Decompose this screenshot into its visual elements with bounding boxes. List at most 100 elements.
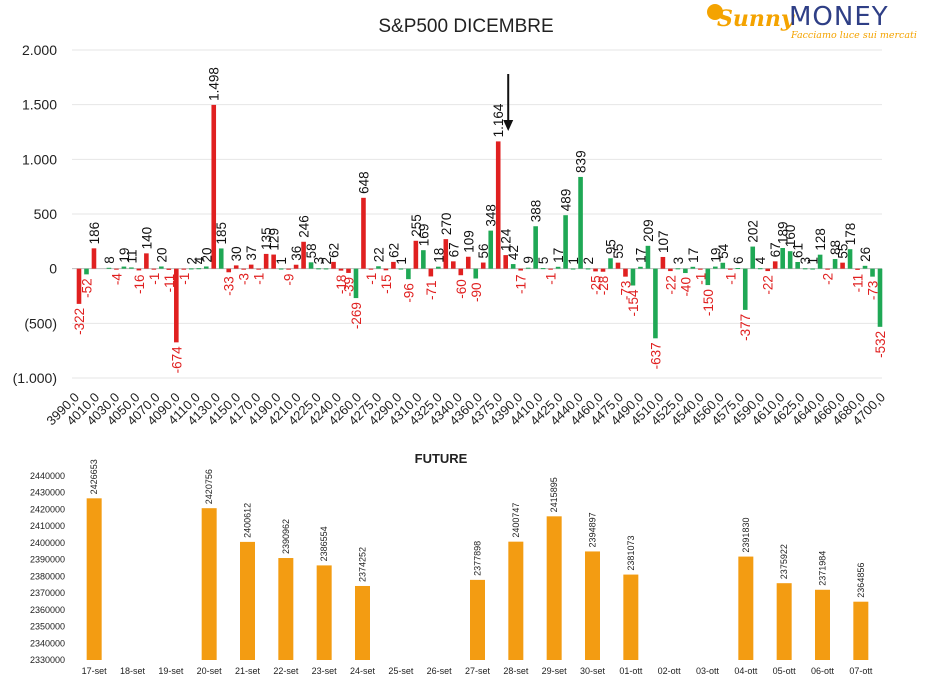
x-tick-label: 28-set: [503, 666, 529, 676]
data-label-4075: 20: [199, 247, 214, 262]
bar-4430: [735, 268, 741, 270]
data-label-4130: -9: [282, 274, 297, 286]
bar-4210: [406, 268, 411, 280]
y-tick-label: 0: [49, 261, 57, 277]
bar-4130: [286, 268, 291, 270]
data-label-4095: 30: [229, 246, 244, 261]
bar-4170: [346, 268, 351, 273]
bar-4235: [443, 239, 449, 269]
top-chart-gridlines: [72, 49, 882, 379]
bar-4465: [787, 251, 793, 269]
data-label-4070: 4: [192, 256, 207, 264]
data-label-4275: 124: [499, 228, 514, 251]
bar-4245: [458, 268, 464, 276]
data-label-4025: 11: [124, 249, 139, 263]
y-tick-label: 2360000: [30, 605, 65, 615]
data-label-4470: 61: [791, 243, 806, 258]
data-label-3990: -322: [72, 308, 87, 335]
y-tick-label: 2.000: [22, 42, 57, 58]
data-label-4190: 22: [371, 247, 386, 262]
x-tick-label: 21-set: [235, 666, 261, 676]
data-label-4030: -16: [132, 274, 147, 294]
future-value-label: 2374252: [358, 547, 368, 582]
data-label-4480: 1: [806, 257, 821, 265]
top-chart-data-labels: -322-521868-41911-16140-120-11-674-12420…: [72, 67, 888, 373]
data-label-4100: -3: [237, 273, 252, 285]
bar-4110: [256, 268, 261, 270]
data-label-4280: 42: [506, 245, 521, 260]
bar-4165: [338, 268, 344, 271]
data-label-4340: -28: [596, 276, 611, 296]
bar-4230: [436, 266, 441, 269]
data-label-4360: -154: [626, 289, 641, 317]
bar-4025: [129, 267, 134, 269]
data-label-4135: 36: [289, 246, 304, 261]
bar-4325: [578, 176, 583, 269]
bar-4355: [623, 268, 628, 277]
x-tick-label: 25-set: [388, 666, 414, 676]
bar-4190: [376, 266, 381, 269]
data-label-4375: -637: [648, 342, 663, 369]
data-label-4220: 169: [416, 224, 431, 247]
data-label-4445: 4: [753, 256, 768, 264]
bar-4480: [810, 268, 815, 270]
data-label-4490: -2: [821, 273, 836, 285]
bar-4315: [563, 215, 568, 269]
data-label-4330: 2: [581, 257, 596, 265]
future-bar-20-set: [201, 508, 217, 660]
sunny-money-logo: Sunny MONEY Facciamo luce sui mercati: [707, 2, 927, 44]
bar-4410: [705, 268, 711, 286]
data-label-4235: 270: [439, 213, 454, 236]
future-chart: FUTURE 2330000 2340000 2350000 2360000 23700…: [30, 451, 873, 676]
bar-4250: [465, 256, 471, 269]
data-label-4250: 109: [461, 230, 476, 253]
data-label-4485: 128: [813, 228, 828, 251]
data-label-4160: 62: [327, 243, 342, 258]
top-chart-title: S&P500 DICEMBRE: [378, 16, 553, 37]
data-label-4225: -71: [424, 280, 439, 300]
y-tick-label: 2370000: [30, 588, 65, 598]
sp500-options-chart: S&P500 DICEMBRE 2.000 1.500 1.000 500 0 (500)…: [13, 16, 888, 429]
top-chart-bars: [76, 104, 883, 343]
bar-4455: [772, 261, 778, 269]
future-value-label: 2400747: [511, 503, 521, 538]
future-bar-07-ott: [853, 601, 869, 660]
x-tick-label: 23-set: [312, 666, 338, 676]
data-label-4385: -22: [663, 275, 678, 295]
data-label-4475: 3: [798, 257, 813, 265]
bar-4390: [675, 268, 681, 270]
data-label-4455: 67: [768, 242, 783, 257]
bar-4510: [855, 268, 860, 270]
sun-icon: [707, 4, 723, 20]
bar-4340: [600, 268, 606, 272]
data-label-4500: 55: [836, 244, 851, 259]
data-label-4495: 88: [828, 240, 843, 255]
bar-4405: [698, 268, 703, 270]
bar-4460: [780, 248, 785, 269]
data-label-4305: -1: [544, 273, 559, 285]
y-tick-label: (500): [24, 315, 57, 331]
bar-4020: [121, 266, 127, 269]
bar-4070: [196, 268, 202, 270]
bar-4525: [877, 268, 883, 327]
y-tick-label: 2440000: [30, 471, 65, 481]
data-label-4060: -1: [177, 273, 192, 285]
data-label-4155: 2: [319, 257, 334, 265]
data-label-4505: 178: [843, 223, 858, 246]
bar-4475: [802, 268, 808, 270]
x-tick-label: 26-set: [427, 666, 453, 676]
x-tick-label: 20-set: [197, 666, 223, 676]
bar-4010: [106, 267, 112, 269]
bottom-chart-y-axis: 2330000 2340000 2350000 2360000 2370000 23800…: [30, 471, 65, 665]
future-bar-06-ott: [815, 589, 830, 660]
future-value-label: 2381073: [626, 536, 636, 571]
top-chart-x-axis: 3990,04010,04030,04050,04070,04090,04110…: [43, 390, 888, 429]
bar-4135: [293, 264, 299, 269]
data-label-4380: 107: [656, 230, 671, 253]
data-label-4185: -1: [364, 273, 379, 285]
data-label-4435: -377: [738, 314, 753, 341]
bar-4090: [226, 268, 232, 273]
x-tick-label: 03-ott: [696, 666, 720, 676]
data-label-4390: 3: [671, 257, 686, 265]
bar-4065: [188, 268, 194, 270]
